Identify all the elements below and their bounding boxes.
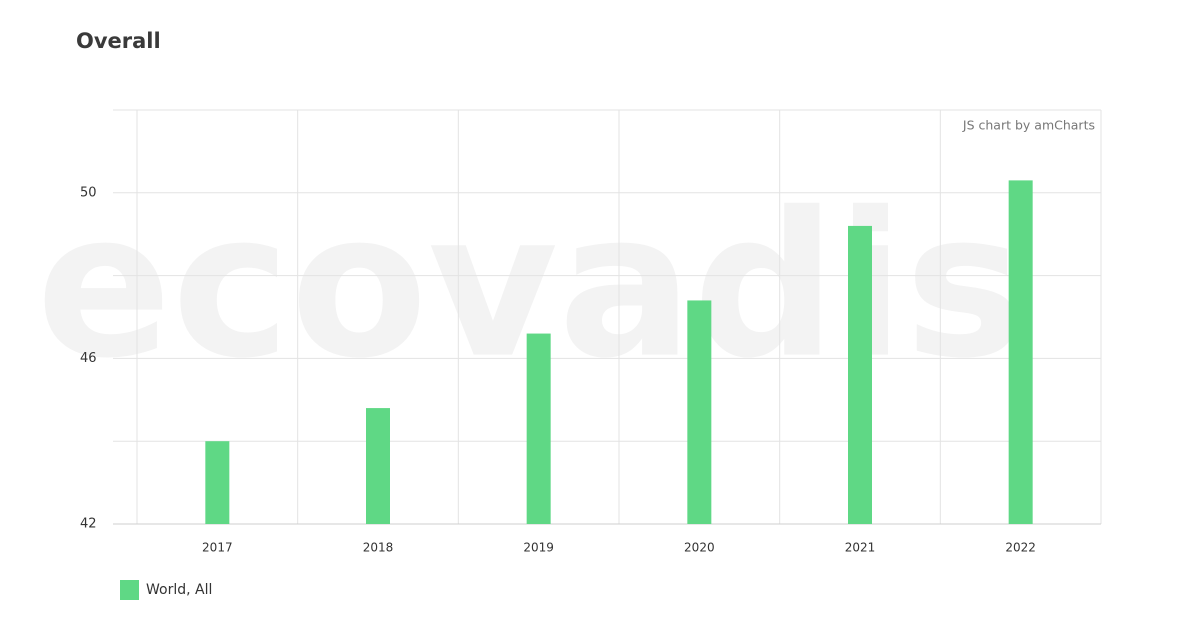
bar — [848, 225, 872, 525]
bar — [1008, 180, 1033, 524]
legend-swatch — [120, 580, 139, 600]
x-tick-label: 2020 — [684, 541, 715, 555]
y-tick-label: 46 — [80, 351, 97, 366]
x-tick-label: 2018 — [363, 541, 394, 555]
x-tick-label: 2017 — [202, 541, 233, 555]
y-tick-label: 42 — [80, 517, 97, 532]
legend-label: World, All — [146, 582, 212, 598]
x-tick-label: 2022 — [1005, 541, 1036, 555]
bar — [526, 333, 551, 524]
bar — [687, 300, 712, 524]
credit: JS chart by amCharts — [962, 118, 1095, 133]
x-tick-label: 2019 — [523, 541, 554, 555]
x-tick-label: 2021 — [845, 541, 876, 555]
y-tick-label: 50 — [80, 185, 97, 200]
bar — [205, 441, 230, 524]
chart-title: Overall — [76, 29, 161, 53]
bar — [366, 408, 390, 524]
